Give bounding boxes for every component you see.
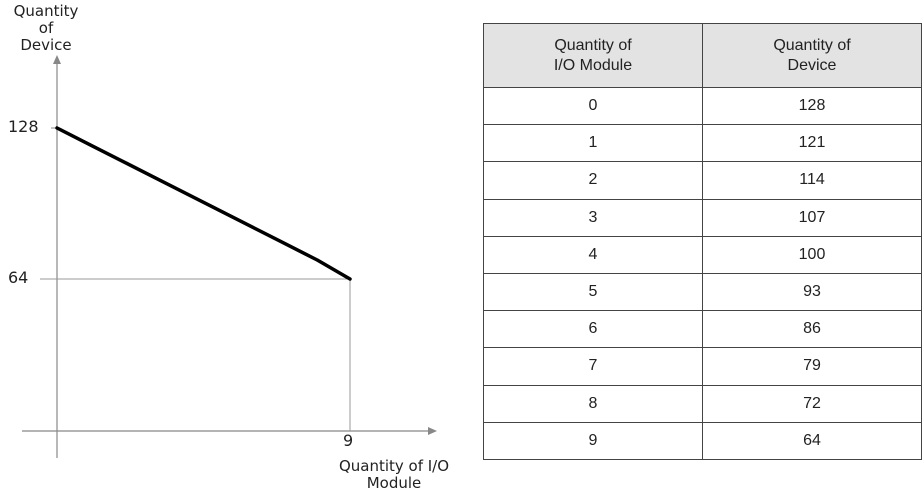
data-point: [88, 143, 92, 147]
y-axis-arrow-icon: [53, 55, 61, 64]
data-point: [120, 159, 124, 163]
x-axis-title: Quantity of I/O Module: [338, 457, 450, 492]
column-header-io-module: Quantity of I/O Module: [483, 23, 703, 88]
cell-io-module-quantity: 9: [483, 421, 703, 460]
cell-io-module-quantity: 2: [483, 161, 703, 200]
y-tick-label-128: 128: [8, 117, 39, 136]
axes: [22, 55, 437, 458]
data-point: [153, 176, 157, 180]
table-row: 1 121: [483, 124, 922, 163]
cell-device-quantity: 93: [702, 272, 922, 312]
table-row: 9 64: [483, 421, 922, 460]
y-tick-label-64: 64: [8, 268, 29, 287]
table-row: 5 93: [483, 272, 922, 312]
cell-device-quantity: 107: [702, 198, 922, 237]
cell-device-quantity: 121: [702, 124, 922, 163]
cell-io-module-quantity: 5: [483, 272, 703, 312]
cell-io-module-quantity: 7: [483, 347, 703, 386]
table-row: 7 79: [483, 347, 922, 386]
x-axis-arrow-icon: [428, 427, 437, 435]
cell-io-module-quantity: 4: [483, 235, 703, 274]
cell-device-quantity: 79: [702, 347, 922, 386]
data-point: [55, 126, 59, 130]
x-tick-label-9: 9: [343, 431, 354, 450]
cell-device-quantity: 64: [702, 421, 922, 460]
table-header-row: Quantity of I/O Module Quantity of Devic…: [483, 23, 922, 88]
series-layer: [55, 126, 352, 281]
line-chart: [22, 55, 437, 458]
data-point: [283, 242, 287, 246]
cell-device-quantity: 86: [702, 310, 922, 349]
y-axis-title: Quantity of Device: [13, 2, 79, 54]
cell-io-module-quantity: 1: [483, 124, 703, 163]
cell-device-quantity: 100: [702, 235, 922, 274]
cell-io-module-quantity: 8: [483, 384, 703, 423]
data-point: [185, 192, 189, 196]
table-row: 8 72: [483, 384, 922, 423]
cell-device-quantity: 72: [702, 384, 922, 423]
cell-device-quantity: 114: [702, 161, 922, 200]
data-point: [218, 209, 222, 213]
cell-device-quantity: 128: [702, 86, 922, 126]
table-row: 2 114: [483, 161, 922, 200]
guide-lines: [40, 278, 351, 431]
table-row: 4 100: [483, 235, 922, 274]
series-line: [55, 126, 352, 281]
table-row: 0 128: [483, 86, 922, 126]
column-header-device: Quantity of Device: [702, 23, 922, 88]
table-row: 6 86: [483, 310, 922, 349]
data-point: [250, 225, 254, 229]
cell-io-module-quantity: 6: [483, 310, 703, 349]
data-point: [315, 258, 319, 262]
data-table: Quantity of I/O Module Quantity of Devic…: [483, 23, 922, 460]
table-row: 3 107: [483, 198, 922, 237]
cell-io-module-quantity: 0: [483, 86, 703, 126]
data-point: [348, 277, 352, 281]
cell-io-module-quantity: 3: [483, 198, 703, 237]
